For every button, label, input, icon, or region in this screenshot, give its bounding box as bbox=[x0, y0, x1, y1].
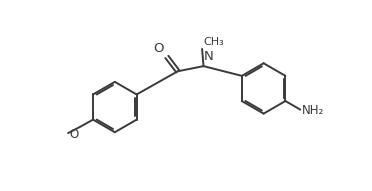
Text: CH₃: CH₃ bbox=[203, 37, 224, 47]
Text: NH₂: NH₂ bbox=[302, 104, 324, 117]
Text: N: N bbox=[204, 50, 214, 63]
Text: O: O bbox=[70, 128, 79, 141]
Text: O: O bbox=[153, 42, 163, 55]
